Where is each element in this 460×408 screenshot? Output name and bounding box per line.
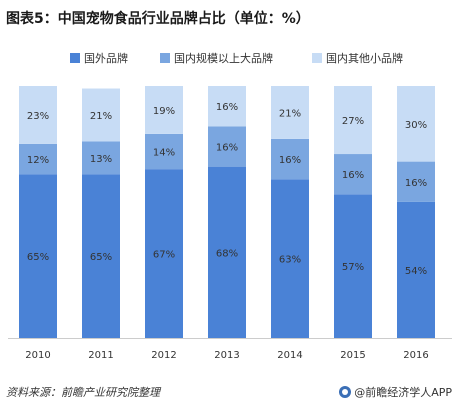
bar-segment-foreign-2013 bbox=[208, 166, 246, 338]
data-label-domestic-small-2013: 16% bbox=[216, 102, 238, 113]
legend-item-foreign: 国外品牌 bbox=[70, 50, 128, 66]
bar-segment-domestic-large-2010 bbox=[19, 143, 57, 175]
data-label-foreign-2013: 68% bbox=[216, 248, 238, 259]
data-label-domestic-small-2012: 19% bbox=[153, 106, 175, 117]
data-label-domestic-small-2011: 21% bbox=[90, 111, 112, 122]
brand-logo-icon bbox=[339, 386, 352, 398]
chart-title: 图表5：中国宠物食品行业品牌占比（单位：%） bbox=[6, 11, 310, 27]
data-label-domestic-small-2016: 30% bbox=[405, 120, 427, 131]
bar-segment-foreign-2014 bbox=[271, 179, 309, 338]
legend-label-domestic-large: 国内规模以上大品牌 bbox=[174, 52, 273, 65]
data-label-domestic-large-2016: 16% bbox=[405, 178, 427, 189]
data-label-foreign-2014: 63% bbox=[279, 255, 301, 266]
legend-swatch-foreign bbox=[70, 53, 80, 63]
data-label-domestic-large-2012: 14% bbox=[153, 148, 175, 159]
x-tick-label-2016: 2016 bbox=[403, 350, 428, 361]
bar-segment-domestic-large-2012 bbox=[145, 133, 183, 170]
legend-label-foreign: 国外品牌 bbox=[84, 52, 128, 65]
data-label-foreign-2011: 65% bbox=[90, 252, 112, 263]
bar-segment-domestic-small-2010 bbox=[19, 86, 57, 144]
legend-item-domestic-large: 国内规模以上大品牌 bbox=[160, 50, 273, 66]
bar-segment-domestic-large-2011 bbox=[82, 141, 120, 175]
data-label-domestic-large-2014: 16% bbox=[279, 155, 301, 166]
data-label-domestic-large-2013: 16% bbox=[216, 142, 238, 153]
data-label-domestic-small-2014: 21% bbox=[279, 108, 301, 119]
data-label-foreign-2010: 65% bbox=[27, 252, 49, 263]
bar-segment-domestic-large-2013 bbox=[208, 126, 246, 167]
legend-swatch-domestic-small bbox=[312, 53, 322, 63]
bar-segment-foreign-2011 bbox=[82, 174, 120, 338]
bar-segment-foreign-2016 bbox=[397, 201, 435, 338]
x-tick-label-2014: 2014 bbox=[277, 350, 302, 361]
data-label-foreign-2012: 67% bbox=[153, 250, 175, 261]
data-label-foreign-2015: 57% bbox=[342, 262, 364, 273]
data-label-domestic-large-2015: 16% bbox=[342, 170, 364, 181]
x-tick-label-2013: 2013 bbox=[214, 350, 239, 361]
data-label-foreign-2016: 54% bbox=[405, 266, 427, 277]
bar-segment-domestic-small-2016 bbox=[397, 86, 435, 162]
x-tick-label-2012: 2012 bbox=[151, 350, 176, 361]
bar-segment-domestic-small-2013 bbox=[208, 86, 246, 127]
data-label-domestic-small-2010: 23% bbox=[27, 111, 49, 122]
x-tick-label-2015: 2015 bbox=[340, 350, 365, 361]
brand-credit-text: @前瞻经济学人APP bbox=[354, 386, 452, 399]
data-label-domestic-large-2010: 12% bbox=[27, 155, 49, 166]
bar-segment-domestic-large-2014 bbox=[271, 138, 309, 180]
x-tick-label-2011: 2011 bbox=[88, 350, 113, 361]
legend-label-domestic-small: 国内其他小品牌 bbox=[326, 52, 403, 65]
legend-swatch-domestic-large bbox=[160, 53, 170, 63]
bar-segment-foreign-2012 bbox=[145, 169, 183, 338]
bar-segment-foreign-2010 bbox=[19, 174, 57, 338]
data-label-domestic-large-2011: 13% bbox=[90, 154, 112, 165]
bar-segment-domestic-small-2014 bbox=[271, 86, 309, 139]
bar-segment-domestic-small-2011 bbox=[82, 88, 120, 142]
stacked-bar-chart: 65% 12% 23% 2010 65% 13% 21% 2011 67% 14% 19% 2012 6… bbox=[8, 86, 452, 361]
x-tick-label-2010: 2010 bbox=[25, 350, 50, 361]
brand-credit: @前瞻经济学人APP bbox=[339, 384, 452, 400]
source-note: 资料来源：前瞻产业研究院整理 bbox=[6, 386, 160, 399]
bar-segment-domestic-small-2015 bbox=[334, 86, 372, 155]
chart-legend: 国外品牌 国内规模以上大品牌 国内其他小品牌 bbox=[0, 50, 460, 68]
bar-segment-domestic-large-2016 bbox=[397, 161, 435, 202]
bar-segment-domestic-small-2012 bbox=[145, 86, 183, 134]
bar-segment-domestic-large-2015 bbox=[334, 154, 372, 195]
bar-segment-foreign-2015 bbox=[334, 194, 372, 338]
data-label-domestic-small-2015: 27% bbox=[342, 116, 364, 127]
legend-item-domestic-small: 国内其他小品牌 bbox=[312, 50, 403, 66]
